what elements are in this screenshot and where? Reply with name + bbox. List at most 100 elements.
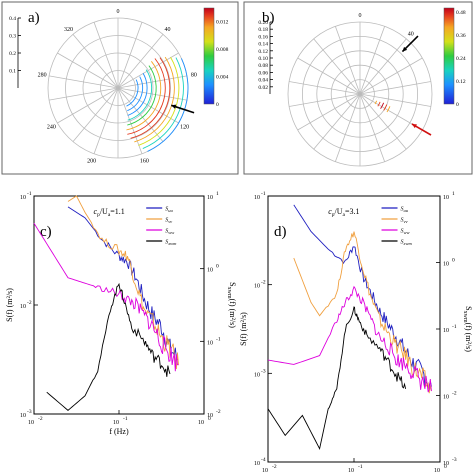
y-right-tick-label: 10 (207, 195, 213, 201)
y-left-tick-exponent: -2 (261, 280, 266, 286)
y-right-axis-label: Sxwm(f) (m²/s) (462, 306, 473, 352)
colorbar-tick-label: 0.12 (456, 79, 466, 85)
polar-spoke (117, 87, 188, 101)
arrow-head (171, 104, 177, 109)
panel-label: d) (274, 224, 287, 240)
polar-spoke (57, 87, 119, 124)
polar-spoke (117, 87, 179, 124)
legend-label: Sww (165, 229, 174, 236)
legend-main: S (401, 207, 404, 213)
legend-sub: ww (168, 230, 174, 235)
y-right-tick-label: 10 (443, 395, 449, 401)
energy-contour (380, 102, 385, 109)
energy-contour (377, 101, 381, 107)
y-right-tick-exponent: -2 (452, 391, 457, 397)
energy-contour (127, 58, 166, 135)
annotation-rest: /U (335, 207, 343, 216)
y-right-axis-main: S (228, 282, 237, 286)
x-tick-label: 10 (198, 420, 204, 426)
y-left-axis-label: S(f) (m²/s) (5, 288, 14, 322)
y-left-tick-exponent: -1 (27, 191, 32, 197)
energy-contour (127, 69, 153, 121)
polar-spoke (334, 26, 361, 95)
panel-label: c) (40, 224, 52, 240)
x-tick-label: 10 (434, 468, 440, 474)
speed-ratio-annotation: cp/Ua=1.1 (94, 207, 125, 218)
radial-tick-label: 0.04 (258, 78, 268, 84)
legend-label: Suu (401, 207, 409, 214)
angle-tick-label: 40 (408, 31, 414, 37)
radial-tick-label: 0.08 (258, 63, 268, 69)
plot-frame (267, 195, 441, 463)
energy-contour (147, 58, 189, 152)
panel-b-polar-plot: 0 40 (287, 13, 433, 167)
y-right-tick-label: 10 (443, 328, 449, 334)
y-left-tick-label: 10 (254, 372, 260, 378)
polar-spoke (313, 38, 361, 95)
y-right-tick-exponent: 0 (216, 264, 219, 270)
polar-spoke (359, 81, 431, 95)
y-right-tick-exponent: 1 (216, 191, 219, 197)
annotation-sub2: a (343, 212, 346, 218)
x-tick-exponent: -2 (272, 464, 277, 470)
polar-spoke (117, 22, 143, 89)
radial-tick-label: 0.02 (258, 85, 268, 91)
energy-contour (142, 57, 184, 149)
polar-spoke (359, 93, 407, 150)
x-tick-exponent: 0 (208, 416, 211, 422)
legend-sub: vv (404, 219, 408, 224)
legend-sub: xwm (167, 241, 177, 246)
legend-sub: uu (168, 208, 173, 213)
y-right-tick-exponent: -2 (216, 409, 221, 415)
radial-tick-label: 0.20 (258, 20, 268, 26)
colorbar-tick-label: 0.48 (456, 10, 466, 16)
angle-tick-label: 0 (117, 9, 120, 15)
legend-sub: vv (168, 219, 172, 224)
y-left-tick-label: 10 (20, 304, 26, 310)
panel-a-label: a) (28, 10, 40, 26)
y-right-axis-rest: (f) (m²/s) (228, 299, 237, 329)
legend-main: S (401, 229, 404, 235)
y-right-axis-main: S (464, 306, 473, 310)
legend-main: S (165, 207, 168, 213)
polar-spoke (313, 93, 361, 150)
energy-contour (134, 56, 175, 143)
angle-tick-label: 0 (359, 13, 362, 19)
polar-spoke (72, 34, 119, 89)
y-left-axis-label: S(f) (m²/s) (239, 312, 248, 346)
series-line-su (293, 204, 432, 390)
annotation-val: =1.1 (110, 207, 125, 216)
energy-contour (126, 79, 139, 107)
y-right-axis-sub: xwm (226, 287, 232, 299)
energy-contour (383, 104, 388, 111)
angle-tick-label: 320 (64, 27, 73, 33)
series-line-sv (293, 231, 432, 394)
y-left-tick-label: 10 (254, 284, 260, 290)
series-line-sxwm (46, 282, 171, 411)
arrow-head (402, 46, 408, 52)
x-tick-label: 10 (262, 468, 268, 474)
polar-spoke (359, 26, 386, 95)
x-tick-label: 10 (348, 468, 354, 474)
y-left-tick-exponent: -3 (261, 368, 266, 374)
radial-tick-label: 0.14 (258, 42, 268, 48)
radial-tick-label: 0.16 (258, 34, 268, 40)
y-right-axis-sub: xwm (462, 311, 468, 323)
annotation-sub: p (97, 212, 100, 218)
annotation-c: c (94, 207, 98, 216)
y-left-tick-label: 10 (20, 413, 26, 419)
annotation-c: c (328, 207, 332, 216)
polar-spoke (93, 22, 119, 89)
x-tick-label: 10 (28, 420, 34, 426)
panel-a-colorbar-ticks: 0 0.004 0.008 0.012 (216, 20, 229, 108)
radial-tick-label: 0.3 (9, 34, 16, 40)
arrow-head (411, 124, 417, 129)
angle-tick-label: 120 (180, 125, 189, 131)
polar-spoke (48, 75, 119, 89)
legend-label: Suu (165, 207, 173, 214)
polar-spoke (93, 87, 119, 154)
radial-tick-label: 0.12 (258, 49, 268, 55)
y-left-tick-exponent: -2 (27, 300, 32, 306)
